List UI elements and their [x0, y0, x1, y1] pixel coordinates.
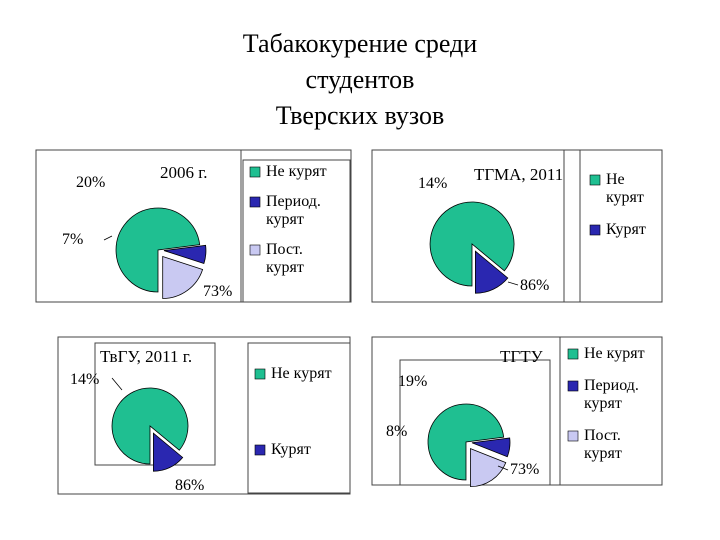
chart-title: ТГТУ: [500, 347, 544, 366]
page-title-line-1: Табакокурение среди: [242, 29, 478, 58]
pie-slice: [471, 437, 511, 458]
legend-swatch: [567, 380, 579, 392]
data-label: 14%: [418, 175, 447, 192]
data-label: 73%: [203, 283, 232, 300]
pie-slice: [429, 201, 515, 287]
legend-swatch: [567, 348, 579, 360]
legend-label: курят: [266, 259, 304, 276]
legend-label: Пост.: [266, 241, 303, 258]
leader-line: [507, 281, 519, 286]
leader-line: [111, 377, 123, 391]
legend-label: Не курят: [584, 345, 645, 362]
pie-chart-1: 2006 г.73%7%20%Не курятПериод.курятПост.…: [35, 149, 352, 303]
page-title-line-2: студентов: [305, 65, 415, 94]
pie-slice: [162, 255, 204, 299]
chart-title: ТвГУ, 2011 г.: [100, 347, 192, 366]
data-label: 86%: [175, 477, 204, 494]
legend-swatch: [249, 244, 261, 256]
leader-line: [103, 235, 113, 241]
pie-slice: [474, 250, 509, 294]
page-title-line-3: Тверских вузов: [275, 101, 445, 130]
legend-swatch: [254, 444, 266, 456]
data-label: 86%: [520, 277, 549, 294]
chart-title: 2006 г.: [160, 163, 208, 182]
legend-swatch: [589, 174, 601, 186]
data-label: 8%: [386, 423, 407, 440]
plot-area-frame: [35, 149, 242, 303]
pie-slice: [115, 207, 201, 293]
data-label: 73%: [510, 461, 539, 478]
data-label: 20%: [76, 174, 105, 191]
pie-slice: [470, 448, 507, 488]
legend-label: курят: [584, 395, 622, 412]
data-label: 7%: [62, 231, 83, 248]
legend-label: Не курят: [266, 163, 327, 180]
legend-swatch: [589, 224, 601, 236]
legend-label: Курят: [271, 441, 311, 458]
legend-label: Не курят: [271, 365, 332, 382]
legend-frame: [242, 159, 351, 303]
legend-frame: [247, 342, 351, 494]
legend-swatch: [249, 196, 261, 208]
pie-slice: [152, 432, 184, 472]
legend-label: Период.: [584, 377, 639, 394]
pie-slice: [111, 387, 189, 465]
legend-frame: [559, 336, 663, 486]
legend-label: Пост.: [584, 427, 621, 444]
legend-label: Не: [606, 171, 625, 188]
legend-label: курят: [584, 445, 622, 462]
chart-title: ТГМА, 2011: [474, 165, 563, 184]
page-title: Табакокурение среди студентов Тверских в…: [0, 26, 720, 134]
leader-line: [497, 465, 509, 471]
legend-swatch: [567, 430, 579, 442]
legend-frame: [579, 149, 663, 303]
legend-label: Период.: [266, 193, 321, 210]
legend-label: Курят: [606, 221, 646, 238]
pie-slice: [427, 403, 505, 481]
data-label: 19%: [398, 373, 427, 390]
plot-area-frame: [371, 149, 565, 303]
legend-swatch: [254, 368, 266, 380]
legend-label: курят: [266, 211, 304, 228]
legend-swatch: [249, 166, 261, 178]
pie-slice: [163, 244, 207, 265]
data-label: 14%: [70, 371, 99, 388]
legend-label: курят: [606, 189, 644, 206]
pie-chart-3: ТвГУ, 2011 г. 86% 14% Не курят Курят: [57, 336, 351, 495]
